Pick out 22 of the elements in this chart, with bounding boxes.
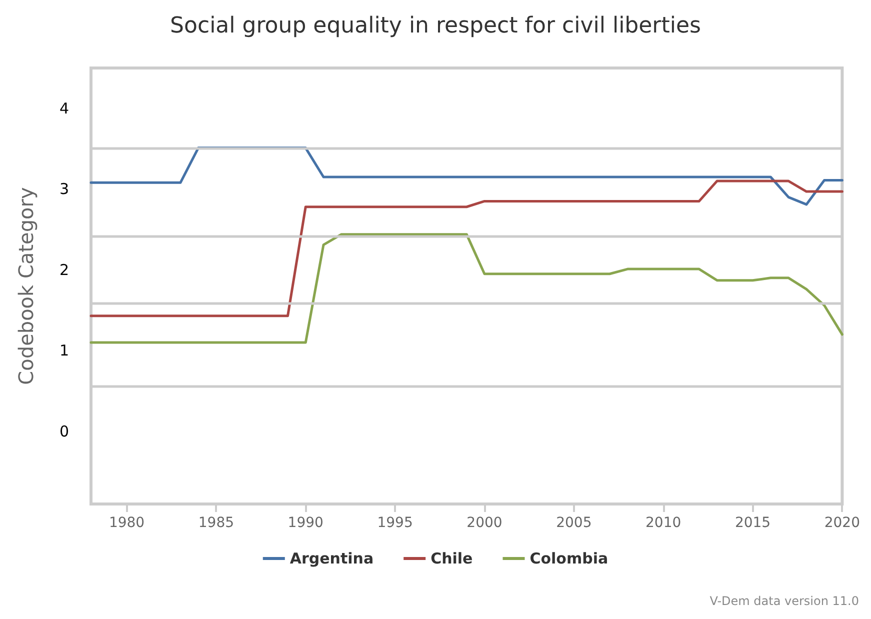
legend-label: Argentina <box>290 550 374 568</box>
y-axis-title: Codebook Category <box>14 187 38 385</box>
line-series <box>90 233 844 344</box>
y-tick-label: 1 <box>59 342 69 360</box>
chart-title: Social group equality in respect for civil liberties <box>170 14 701 38</box>
line-series <box>90 180 844 318</box>
y-tick-label: 0 <box>59 422 69 440</box>
x-tick-label: 2005 <box>556 515 592 531</box>
x-tick-label: 2000 <box>466 515 502 531</box>
x-tick-label: 1990 <box>288 515 324 531</box>
y-tick-label: 3 <box>59 180 69 198</box>
x-tick-label: 1995 <box>377 515 413 531</box>
x-tick-label: 2020 <box>824 515 860 531</box>
y-tick-label: 4 <box>59 99 69 118</box>
y-tick-label: 2 <box>59 260 69 279</box>
legend-label: Colombia <box>530 550 608 568</box>
x-tick-label: 1985 <box>198 515 234 531</box>
text: V-Dem data version 11.0 <box>710 594 860 608</box>
legend-label: Chile <box>430 550 473 568</box>
x-tick-label: 2010 <box>646 515 682 531</box>
x-tick-label: 1980 <box>108 515 145 531</box>
x-tick-label: 2015 <box>734 515 771 531</box>
